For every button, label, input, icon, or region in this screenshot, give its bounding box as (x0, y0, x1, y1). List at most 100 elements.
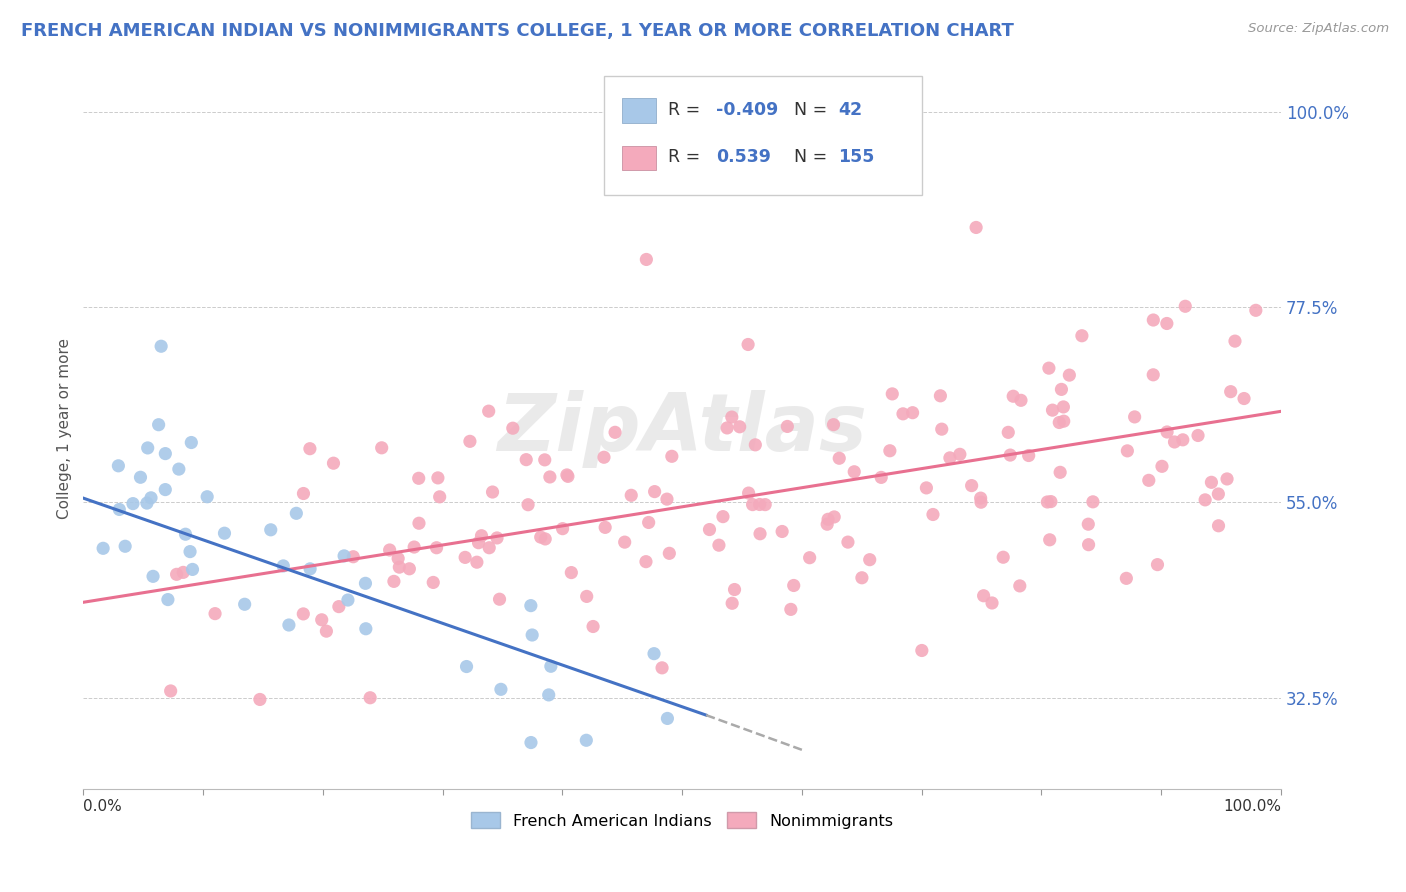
Point (1038, 361, 1060, 376)
Point (233, 597, 256, 611)
Point (749, 526, 772, 541)
Point (575, 733, 598, 747)
Point (354, 622, 377, 636)
Point (107, 458, 129, 473)
Point (425, 541, 447, 555)
Point (299, 562, 322, 576)
Point (408, 471, 430, 485)
Point (292, 607, 315, 621)
Point (204, 607, 226, 621)
Point (538, 470, 561, 484)
Point (114, 539, 136, 553)
Point (1053, 414, 1076, 428)
Point (180, 435, 202, 450)
Text: 0.539: 0.539 (716, 148, 770, 166)
Point (1156, 317, 1178, 331)
Point (636, 252, 658, 267)
Point (783, 578, 806, 592)
Point (657, 711, 679, 725)
Point (1156, 425, 1178, 439)
Point (859, 552, 882, 566)
Point (91, 541, 114, 556)
Point (575, 590, 598, 604)
Point (249, 692, 271, 706)
Point (1018, 449, 1040, 463)
Point (408, 516, 430, 531)
Point (155, 483, 177, 497)
Point (997, 425, 1019, 440)
Point (973, 589, 995, 603)
Point (150, 339, 173, 353)
Point (1194, 492, 1216, 507)
Text: -0.409: -0.409 (716, 101, 778, 119)
Point (155, 447, 177, 461)
Point (699, 523, 721, 537)
Point (911, 643, 934, 657)
Point (837, 535, 859, 549)
Point (517, 498, 540, 512)
Point (292, 486, 315, 500)
Text: R =: R = (668, 101, 706, 119)
Point (620, 488, 643, 502)
Point (969, 491, 991, 505)
Point (179, 544, 201, 558)
Point (1142, 313, 1164, 327)
Point (520, 599, 543, 613)
Point (1208, 518, 1230, 533)
Point (1223, 334, 1246, 348)
Point (1142, 368, 1164, 382)
Point (1187, 428, 1209, 442)
Point (174, 527, 197, 541)
Point (520, 628, 543, 642)
Point (1244, 303, 1267, 318)
Point (823, 417, 845, 432)
Point (741, 498, 763, 512)
Point (748, 498, 770, 512)
Point (1049, 466, 1071, 480)
Point (929, 389, 952, 403)
Point (333, 549, 356, 563)
Point (470, 529, 492, 543)
Point (723, 582, 745, 597)
Point (716, 421, 738, 435)
Point (560, 566, 582, 580)
Point (159, 684, 181, 698)
Text: ZipAtlas: ZipAtlas (498, 390, 868, 467)
Point (901, 406, 924, 420)
Point (315, 624, 337, 639)
Text: R =: R = (668, 148, 706, 166)
Point (593, 450, 616, 465)
Point (382, 574, 405, 589)
Point (1123, 409, 1146, 424)
Point (260, 523, 283, 537)
Text: Source: ZipAtlas.com: Source: ZipAtlas.com (1249, 22, 1389, 36)
Point (728, 419, 751, 434)
Text: 0.0%: 0.0% (83, 799, 122, 814)
Point (644, 484, 666, 499)
Point (540, 659, 562, 673)
Point (776, 419, 799, 434)
Point (823, 510, 845, 524)
Point (488, 592, 510, 607)
Point (1216, 472, 1239, 486)
Point (1163, 434, 1185, 449)
Point (1002, 389, 1025, 403)
Point (593, 520, 616, 534)
Point (534, 532, 557, 546)
Point (465, 555, 488, 569)
FancyBboxPatch shape (623, 145, 655, 170)
Point (108, 502, 131, 516)
FancyBboxPatch shape (623, 98, 655, 122)
Point (707, 538, 730, 552)
Point (879, 443, 901, 458)
Point (1042, 403, 1064, 417)
Point (922, 508, 945, 522)
Point (336, 593, 359, 607)
Point (398, 562, 420, 576)
Point (486, 531, 509, 545)
Point (429, 490, 451, 504)
Y-axis label: College, 1 year or more: College, 1 year or more (58, 338, 72, 519)
Point (195, 490, 218, 504)
Point (970, 495, 993, 509)
Point (582, 619, 605, 633)
